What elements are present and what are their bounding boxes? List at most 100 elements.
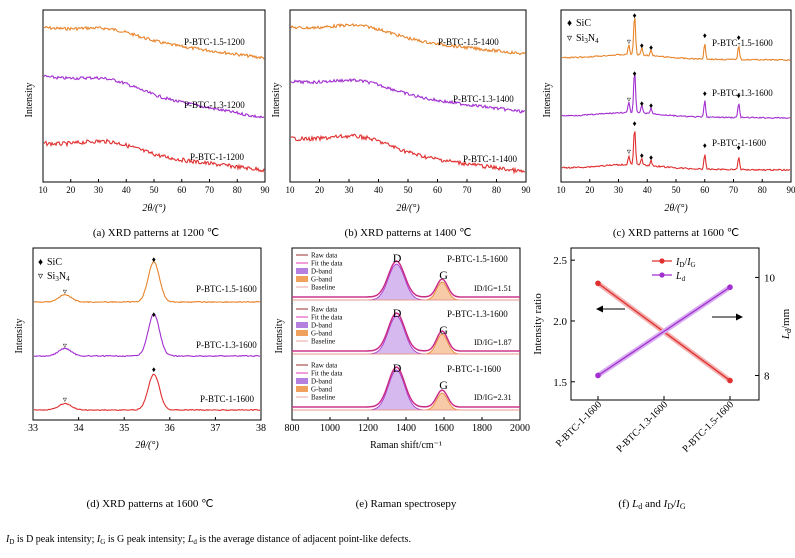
panel-f-ylabel-left: Intensity ratio xyxy=(532,293,544,355)
panel-a-series-2-label: P-BTC-1.3-1200 xyxy=(184,100,245,110)
ratio-label: ID/IG=2.31 xyxy=(474,393,512,402)
panel-d-legend-sic-symbol: ♦ xyxy=(38,257,43,268)
sic-peak-marker: ♦ xyxy=(649,101,653,110)
sic-peak-marker: ♦ xyxy=(152,365,156,374)
panel-c-series-3-label: P-BTC-1-1600 xyxy=(712,138,767,148)
legend-label: Fit the data xyxy=(311,260,343,268)
x-tick-label: 36 xyxy=(165,423,175,434)
x-tick-label: 90 xyxy=(522,185,532,195)
series-label: P-BTC-1-1600 xyxy=(447,364,502,374)
si3n4-peak-marker: ▿ xyxy=(63,287,67,296)
legend-label: G-band xyxy=(311,276,332,284)
ratio-label: ID/IG=1.87 xyxy=(474,338,512,347)
x-tick-label: 35 xyxy=(119,423,129,434)
x-tick-label: 30 xyxy=(345,185,355,195)
panel-b-series-1-label: P-BTC-1.5-1400 xyxy=(438,37,499,47)
legend-swatch xyxy=(296,386,308,392)
x-tick-label: 20 xyxy=(66,185,76,195)
x-tick-label: 50 xyxy=(672,185,682,195)
legend-label: Fit the data xyxy=(311,314,343,322)
x-tick-label: 60 xyxy=(700,185,710,195)
x-tick-label: 20 xyxy=(585,185,595,195)
x-tick-label: 30 xyxy=(614,185,624,195)
x-tick-label: 70 xyxy=(205,185,215,195)
panel-b-series-3-label: P-BTC-1-1400 xyxy=(463,154,518,164)
peak-label-g: G xyxy=(439,323,448,337)
y-left-tick-label: 2.0 xyxy=(553,316,567,328)
legend-swatch xyxy=(296,276,308,282)
x-category-label: P-BTC-1.3-1600 xyxy=(615,399,671,455)
y-left-tick-label: 2.5 xyxy=(553,255,567,267)
x-tick-label: 1000 xyxy=(320,423,340,434)
legend-ld-marker xyxy=(659,272,664,277)
panel-d-caption: (d) XRD patterns at 1600 ℃ xyxy=(87,498,214,510)
legend-label: G-band xyxy=(311,330,332,338)
panel-a-series-1-label: P-BTC-1.5-1200 xyxy=(184,37,245,47)
legend-idig-label: ID/IG xyxy=(675,257,696,269)
x-tick-label: 30 xyxy=(94,185,104,195)
panel-d-legend-si3n4: Si3N4 xyxy=(47,271,70,283)
panel-d-series-3-label: P-BTC-1-1600 xyxy=(200,394,255,404)
legend-label: G-band xyxy=(311,386,332,394)
panel-b-ylabel: Intensity xyxy=(271,83,282,118)
legend-label: Fit the data xyxy=(311,370,343,378)
legend-label: Raw data xyxy=(311,306,338,314)
sic-peak-marker: ♦ xyxy=(649,43,653,52)
legend-label: Baseline xyxy=(311,394,335,402)
panel-a-series-3-label: P-BTC-1-1200 xyxy=(190,152,245,162)
panel-c-series-1-label: P-BTC-1.5-1600 xyxy=(712,38,773,48)
series-label: P-BTC-1.3-1600 xyxy=(447,309,508,319)
peak-label-d: D xyxy=(393,361,402,375)
legend-label: Raw data xyxy=(311,252,338,260)
panel-d-series-1-label: P-BTC-1.5-1600 xyxy=(196,284,257,294)
x-tick-label: 80 xyxy=(758,185,768,195)
panel-d-xlabel: 2θ/(°) xyxy=(135,440,159,451)
x-tick-label: 38 xyxy=(256,423,266,434)
legend-label: Raw data xyxy=(311,362,338,370)
panel-d-legend-si3n4-symbol: ▿ xyxy=(38,271,43,282)
panel-a-ylabel: Intensity xyxy=(24,83,35,118)
x-tick-label: 800 xyxy=(285,423,300,434)
legend-label: D-band xyxy=(311,268,332,276)
x-tick-label: 70 xyxy=(729,185,739,195)
x-tick-label: 40 xyxy=(643,185,653,195)
x-tick-label: 1200 xyxy=(358,423,378,434)
idig-point xyxy=(727,378,733,384)
x-tick-label: 1400 xyxy=(396,423,416,434)
panel-b-xlabel: 2θ/(°) xyxy=(396,203,420,214)
sic-peak-marker: ♦ xyxy=(152,255,156,264)
panel-c-legend-si3n4: Si3N4 xyxy=(576,33,599,45)
sic-peak-marker: ♦ xyxy=(649,153,653,162)
x-tick-label: 50 xyxy=(404,185,414,195)
y-left-tick-label: 1.5 xyxy=(553,377,567,389)
series-label: P-BTC-1.5-1600 xyxy=(447,254,508,264)
x-tick-label: 1800 xyxy=(472,423,492,434)
y-right-tick-label: 10 xyxy=(764,272,776,284)
panel-c-legend-sic: SiC xyxy=(576,18,591,29)
x-tick-label: 10 xyxy=(286,185,296,195)
x-tick-label: 33 xyxy=(28,423,38,434)
y-right-tick-label: 8 xyxy=(764,370,770,382)
panel-f-caption: (f) Ld and ID/IG xyxy=(618,498,685,511)
x-tick-label: 40 xyxy=(374,185,384,195)
footnote: ID is D peak intensity; IG is G peak int… xyxy=(5,534,411,546)
idig-point xyxy=(595,280,601,286)
x-category-label: P-BTC-1.5-1600 xyxy=(681,399,737,455)
x-tick-label: 10 xyxy=(39,185,49,195)
x-tick-label: 60 xyxy=(177,185,187,195)
x-tick-label: 60 xyxy=(433,185,443,195)
arrow-right-head xyxy=(736,314,743,321)
sic-peak-marker: ♦ xyxy=(640,99,644,108)
si3n4-peak-marker: ▿ xyxy=(63,341,67,350)
trace-p-btc-1.3-1200 xyxy=(44,75,264,117)
panel-c-caption: (c) XRD patterns at 1600 ℃ xyxy=(613,227,739,239)
